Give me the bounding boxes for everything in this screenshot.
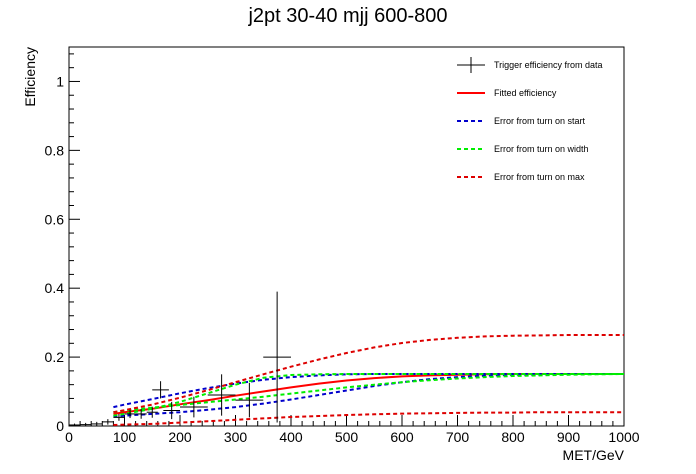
data-point — [146, 406, 158, 418]
y-tick-label: 0.6 — [45, 211, 65, 227]
x-tick-label: 800 — [501, 429, 525, 445]
series-error-from-turn-on-start-upper-line — [113, 373, 624, 409]
data-point — [163, 401, 180, 420]
x-tick-label: 200 — [168, 429, 192, 445]
legend-label: Error from turn on width — [494, 144, 589, 154]
x-tick-label: 0 — [65, 429, 73, 445]
y-tick-label: 0 — [56, 418, 64, 434]
data-point — [263, 291, 291, 423]
legend-label: Trigger efficiency from data — [494, 60, 603, 70]
x-tick-label: 1000 — [608, 429, 639, 445]
x-tick-label: 900 — [557, 429, 581, 445]
series-fitted-efficiency-line — [113, 373, 624, 415]
legend-entry: Error from turn on width — [457, 144, 589, 154]
x-tick-label: 300 — [224, 429, 248, 445]
series-error-from-turn-on-width-upper-line — [113, 373, 624, 417]
legend: Trigger efficiency from data Fitted effic… — [457, 57, 603, 182]
y-axis-title: Efficiency — [22, 47, 38, 107]
y-axis: 0 0.2 0.4 0.6 0.8 1 — [45, 53, 80, 434]
data-point — [235, 382, 264, 418]
data-point — [102, 419, 114, 425]
series-error-from-turn-on-width-lower-line — [113, 373, 625, 414]
x-tick-label: 100 — [113, 429, 137, 445]
data-point — [135, 409, 147, 419]
series-error-from-turn-on-max-lower-line — [113, 411, 624, 426]
legend-label: Error from turn on max — [494, 172, 585, 182]
x-tick-label: 400 — [279, 429, 303, 445]
legend-entry: Fitted efficiency — [457, 88, 557, 98]
data-point — [113, 413, 125, 421]
data-point — [80, 422, 92, 427]
legend-label: Error from turn on start — [494, 116, 586, 126]
data-point — [207, 374, 236, 416]
x-axis: 0 100 200 300 400 500 600 700 800 900 1000 — [65, 415, 640, 445]
y-tick-label: 0.8 — [45, 142, 65, 158]
y-tick-label: 0.4 — [45, 280, 65, 296]
x-tick-label: 600 — [390, 429, 414, 445]
y-tick-label: 0.2 — [45, 349, 65, 365]
plot-frame — [68, 46, 625, 427]
data-points-layer — [69, 291, 291, 427]
legend-entry: Trigger efficiency from data — [457, 57, 603, 73]
data-point — [91, 421, 103, 426]
data-point — [152, 381, 169, 399]
legend-entry: Error from turn on start — [457, 116, 586, 126]
legend-label: Fitted efficiency — [494, 88, 557, 98]
series-error-from-turn-on-max-upper-line — [113, 334, 624, 414]
x-axis-title: MET/GeV — [563, 447, 625, 463]
series-error-from-turn-on-start-lower-line — [113, 373, 624, 418]
legend-entry: Error from turn on max — [457, 172, 585, 182]
x-tick-label: 700 — [446, 429, 470, 445]
y-tick-label: 1 — [56, 73, 64, 89]
chart-title: j2pt 30-40 mjj 600-800 — [247, 5, 447, 27]
x-tick-label: 500 — [335, 429, 359, 445]
data-point — [124, 409, 136, 419]
data-point — [69, 423, 81, 427]
data-point — [180, 396, 208, 418]
series-layer — [113, 334, 625, 426]
